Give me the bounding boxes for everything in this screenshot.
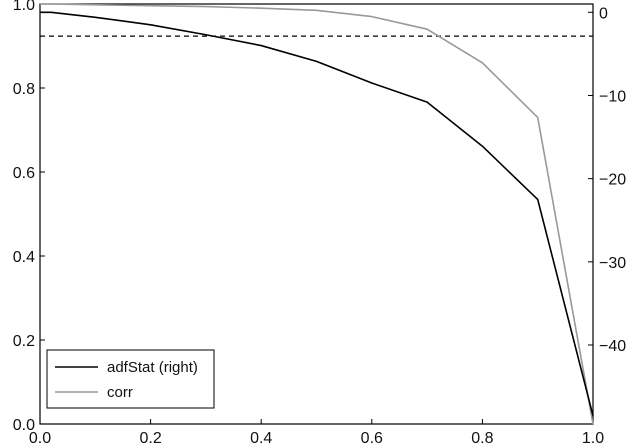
x-tick-label: 0.6: [361, 430, 383, 446]
y-left-tick-label: 0.4: [13, 249, 35, 266]
x-tick-label: 0.4: [250, 430, 272, 446]
legend-label-corr: corr: [107, 384, 133, 401]
y-right-tick-label: 0: [599, 5, 608, 22]
axis-ticks: 0.0 0.2 0.4 0.6 0.8 1.0 0.0 0.2 0.4 0.6 0.8 1.0 0 −10…: [13, 0, 626, 446]
y-right-tick-label: −20: [599, 172, 626, 189]
x-tick-label: 0.8: [471, 430, 493, 446]
y-left-tick-label: 0.2: [13, 333, 35, 350]
legend-box: [46, 349, 215, 409]
y-left-tick-label: 1.0: [13, 0, 35, 14]
series-line-adfstat: [40, 11, 594, 416]
y-right-tick-label: −30: [599, 255, 626, 272]
x-tick-label: 0.2: [139, 430, 161, 446]
series-line-corr: [40, 3, 594, 425]
series-lines: [40, 3, 594, 425]
y-left-tick-label: 0.8: [13, 81, 35, 98]
y-right-tick-label: −10: [599, 88, 626, 105]
y-right-tick-label: −40: [599, 338, 626, 355]
legend-label-adfstat: adfStat (right): [107, 359, 198, 376]
legend: adfStat (right) corr: [46, 349, 215, 409]
y-left-tick-label: 0.6: [13, 165, 35, 182]
x-tick-label: 1.0: [582, 430, 604, 446]
x-tick-label: 0.0: [29, 430, 51, 446]
y-left-tick-label: 0.0: [13, 417, 35, 434]
